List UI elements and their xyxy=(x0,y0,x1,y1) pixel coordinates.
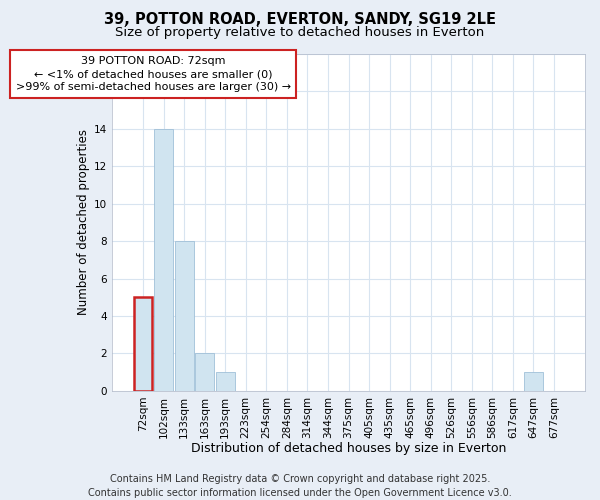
Text: Contains HM Land Registry data © Crown copyright and database right 2025.
Contai: Contains HM Land Registry data © Crown c… xyxy=(88,474,512,498)
X-axis label: Distribution of detached houses by size in Everton: Distribution of detached houses by size … xyxy=(191,442,506,455)
Bar xyxy=(154,129,173,391)
Bar xyxy=(524,372,543,391)
Y-axis label: Number of detached properties: Number of detached properties xyxy=(77,130,90,316)
Bar xyxy=(175,241,194,391)
Bar xyxy=(195,354,214,391)
Bar xyxy=(134,298,152,391)
Text: 39, POTTON ROAD, EVERTON, SANDY, SG19 2LE: 39, POTTON ROAD, EVERTON, SANDY, SG19 2L… xyxy=(104,12,496,28)
Bar xyxy=(216,372,235,391)
Text: Size of property relative to detached houses in Everton: Size of property relative to detached ho… xyxy=(115,26,485,39)
Text: 39 POTTON ROAD: 72sqm
← <1% of detached houses are smaller (0)
>99% of semi-deta: 39 POTTON ROAD: 72sqm ← <1% of detached … xyxy=(16,56,291,92)
